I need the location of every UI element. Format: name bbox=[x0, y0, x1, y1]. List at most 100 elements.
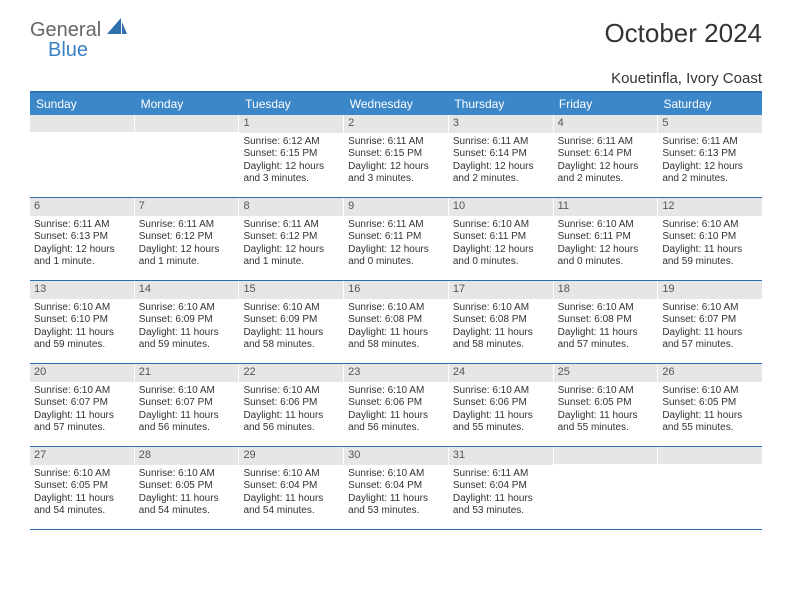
day-cell: 24Sunrise: 6:10 AMSunset: 6:06 PMDayligh… bbox=[449, 364, 554, 446]
daylight-text: Daylight: 12 hours and 3 minutes. bbox=[348, 161, 444, 186]
day-cell: 19Sunrise: 6:10 AMSunset: 6:07 PMDayligh… bbox=[658, 281, 762, 363]
daylight-text: Daylight: 11 hours and 55 minutes. bbox=[662, 410, 758, 435]
daylight-text: Daylight: 11 hours and 56 minutes. bbox=[348, 410, 444, 435]
day-cell: 8Sunrise: 6:11 AMSunset: 6:12 PMDaylight… bbox=[239, 198, 344, 280]
sunset-text: Sunset: 6:04 PM bbox=[348, 480, 444, 493]
day-cell: 31Sunrise: 6:11 AMSunset: 6:04 PMDayligh… bbox=[449, 447, 554, 529]
day-body bbox=[658, 464, 762, 471]
daylight-text: Daylight: 12 hours and 2 minutes. bbox=[558, 161, 654, 186]
day-body: Sunrise: 6:11 AMSunset: 6:04 PMDaylight:… bbox=[449, 465, 553, 522]
daylight-text: Daylight: 11 hours and 57 minutes. bbox=[558, 327, 654, 352]
sunrise-text: Sunrise: 6:10 AM bbox=[558, 302, 654, 315]
sunset-text: Sunset: 6:06 PM bbox=[348, 397, 444, 410]
daylight-text: Daylight: 11 hours and 58 minutes. bbox=[243, 327, 339, 352]
daylight-text: Daylight: 11 hours and 54 minutes. bbox=[139, 493, 235, 518]
week-row: 27Sunrise: 6:10 AMSunset: 6:05 PMDayligh… bbox=[30, 447, 762, 530]
sunset-text: Sunset: 6:04 PM bbox=[453, 480, 549, 493]
day-cell: 28Sunrise: 6:10 AMSunset: 6:05 PMDayligh… bbox=[135, 447, 240, 529]
day-cell: 22Sunrise: 6:10 AMSunset: 6:06 PMDayligh… bbox=[239, 364, 344, 446]
day-cell: 27Sunrise: 6:10 AMSunset: 6:05 PMDayligh… bbox=[30, 447, 135, 529]
day-body: Sunrise: 6:11 AMSunset: 6:11 PMDaylight:… bbox=[344, 216, 448, 273]
sunset-text: Sunset: 6:14 PM bbox=[558, 148, 654, 161]
daylight-text: Daylight: 11 hours and 54 minutes. bbox=[243, 493, 339, 518]
sail-icon bbox=[107, 18, 127, 36]
sunrise-text: Sunrise: 6:10 AM bbox=[34, 302, 130, 315]
daylight-text: Daylight: 11 hours and 57 minutes. bbox=[662, 327, 758, 352]
day-number: 16 bbox=[344, 281, 448, 299]
sunrise-text: Sunrise: 6:10 AM bbox=[243, 385, 339, 398]
sunset-text: Sunset: 6:12 PM bbox=[243, 231, 339, 244]
sunrise-text: Sunrise: 6:10 AM bbox=[34, 385, 130, 398]
daylight-text: Daylight: 12 hours and 1 minute. bbox=[139, 244, 235, 269]
day-body bbox=[30, 132, 134, 139]
day-body: Sunrise: 6:10 AMSunset: 6:06 PMDaylight:… bbox=[449, 382, 553, 439]
daylight-text: Daylight: 12 hours and 2 minutes. bbox=[662, 161, 758, 186]
sunset-text: Sunset: 6:11 PM bbox=[558, 231, 654, 244]
day-number: 14 bbox=[135, 281, 239, 299]
day-cell bbox=[135, 115, 240, 197]
weeks-container: 1Sunrise: 6:12 AMSunset: 6:15 PMDaylight… bbox=[30, 115, 762, 530]
location: Kouetinfla, Ivory Coast bbox=[30, 70, 762, 93]
day-cell: 6Sunrise: 6:11 AMSunset: 6:13 PMDaylight… bbox=[30, 198, 135, 280]
week-row: 1Sunrise: 6:12 AMSunset: 6:15 PMDaylight… bbox=[30, 115, 762, 198]
day-number: 22 bbox=[239, 364, 343, 382]
sunset-text: Sunset: 6:15 PM bbox=[243, 148, 339, 161]
sunrise-text: Sunrise: 6:10 AM bbox=[453, 385, 549, 398]
day-body: Sunrise: 6:11 AMSunset: 6:12 PMDaylight:… bbox=[135, 216, 239, 273]
daylight-text: Daylight: 12 hours and 2 minutes. bbox=[453, 161, 549, 186]
day-cell: 23Sunrise: 6:10 AMSunset: 6:06 PMDayligh… bbox=[344, 364, 449, 446]
sunrise-text: Sunrise: 6:11 AM bbox=[662, 136, 758, 149]
dow-thu: Thursday bbox=[448, 93, 553, 115]
sunrise-text: Sunrise: 6:10 AM bbox=[453, 302, 549, 315]
day-number: 27 bbox=[30, 447, 134, 465]
day-body: Sunrise: 6:10 AMSunset: 6:06 PMDaylight:… bbox=[239, 382, 343, 439]
day-number: 9 bbox=[344, 198, 448, 216]
day-cell: 10Sunrise: 6:10 AMSunset: 6:11 PMDayligh… bbox=[449, 198, 554, 280]
daylight-text: Daylight: 11 hours and 58 minutes. bbox=[348, 327, 444, 352]
sunrise-text: Sunrise: 6:10 AM bbox=[243, 468, 339, 481]
day-number: 25 bbox=[554, 364, 658, 382]
day-number: 15 bbox=[239, 281, 343, 299]
sunrise-text: Sunrise: 6:10 AM bbox=[348, 302, 444, 315]
day-body: Sunrise: 6:11 AMSunset: 6:14 PMDaylight:… bbox=[554, 133, 658, 190]
day-number bbox=[554, 447, 658, 464]
sunrise-text: Sunrise: 6:10 AM bbox=[139, 468, 235, 481]
day-number: 11 bbox=[554, 198, 658, 216]
sunrise-text: Sunrise: 6:10 AM bbox=[348, 468, 444, 481]
day-cell: 9Sunrise: 6:11 AMSunset: 6:11 PMDaylight… bbox=[344, 198, 449, 280]
sunset-text: Sunset: 6:09 PM bbox=[243, 314, 339, 327]
calendar-page: General Blue October 2024 Kouetinfla, Iv… bbox=[0, 0, 792, 540]
sunrise-text: Sunrise: 6:10 AM bbox=[34, 468, 130, 481]
dow-sun: Sunday bbox=[30, 93, 135, 115]
sunrise-text: Sunrise: 6:11 AM bbox=[34, 219, 130, 232]
day-number: 5 bbox=[658, 115, 762, 133]
daylight-text: Daylight: 11 hours and 59 minutes. bbox=[34, 327, 130, 352]
week-row: 20Sunrise: 6:10 AMSunset: 6:07 PMDayligh… bbox=[30, 364, 762, 447]
day-number: 6 bbox=[30, 198, 134, 216]
day-body: Sunrise: 6:11 AMSunset: 6:15 PMDaylight:… bbox=[344, 133, 448, 190]
day-cell bbox=[30, 115, 135, 197]
sunrise-text: Sunrise: 6:11 AM bbox=[558, 136, 654, 149]
dow-sat: Saturday bbox=[657, 93, 762, 115]
calendar: Sunday Monday Tuesday Wednesday Thursday… bbox=[30, 93, 762, 530]
day-number: 31 bbox=[449, 447, 553, 465]
day-body: Sunrise: 6:10 AMSunset: 6:10 PMDaylight:… bbox=[30, 299, 134, 356]
sunrise-text: Sunrise: 6:11 AM bbox=[453, 136, 549, 149]
day-number: 28 bbox=[135, 447, 239, 465]
logo-text: General Blue bbox=[30, 18, 127, 60]
day-number bbox=[135, 115, 239, 132]
day-cell: 29Sunrise: 6:10 AMSunset: 6:04 PMDayligh… bbox=[239, 447, 344, 529]
day-number bbox=[30, 115, 134, 132]
day-number: 19 bbox=[658, 281, 762, 299]
day-cell: 30Sunrise: 6:10 AMSunset: 6:04 PMDayligh… bbox=[344, 447, 449, 529]
sunset-text: Sunset: 6:07 PM bbox=[34, 397, 130, 410]
day-cell: 5Sunrise: 6:11 AMSunset: 6:13 PMDaylight… bbox=[658, 115, 762, 197]
day-body: Sunrise: 6:10 AMSunset: 6:05 PMDaylight:… bbox=[30, 465, 134, 522]
daylight-text: Daylight: 11 hours and 56 minutes. bbox=[243, 410, 339, 435]
day-number: 23 bbox=[344, 364, 448, 382]
sunrise-text: Sunrise: 6:11 AM bbox=[453, 468, 549, 481]
sunset-text: Sunset: 6:06 PM bbox=[243, 397, 339, 410]
sunset-text: Sunset: 6:07 PM bbox=[139, 397, 235, 410]
logo-line1: General bbox=[30, 19, 101, 41]
day-number: 12 bbox=[658, 198, 762, 216]
